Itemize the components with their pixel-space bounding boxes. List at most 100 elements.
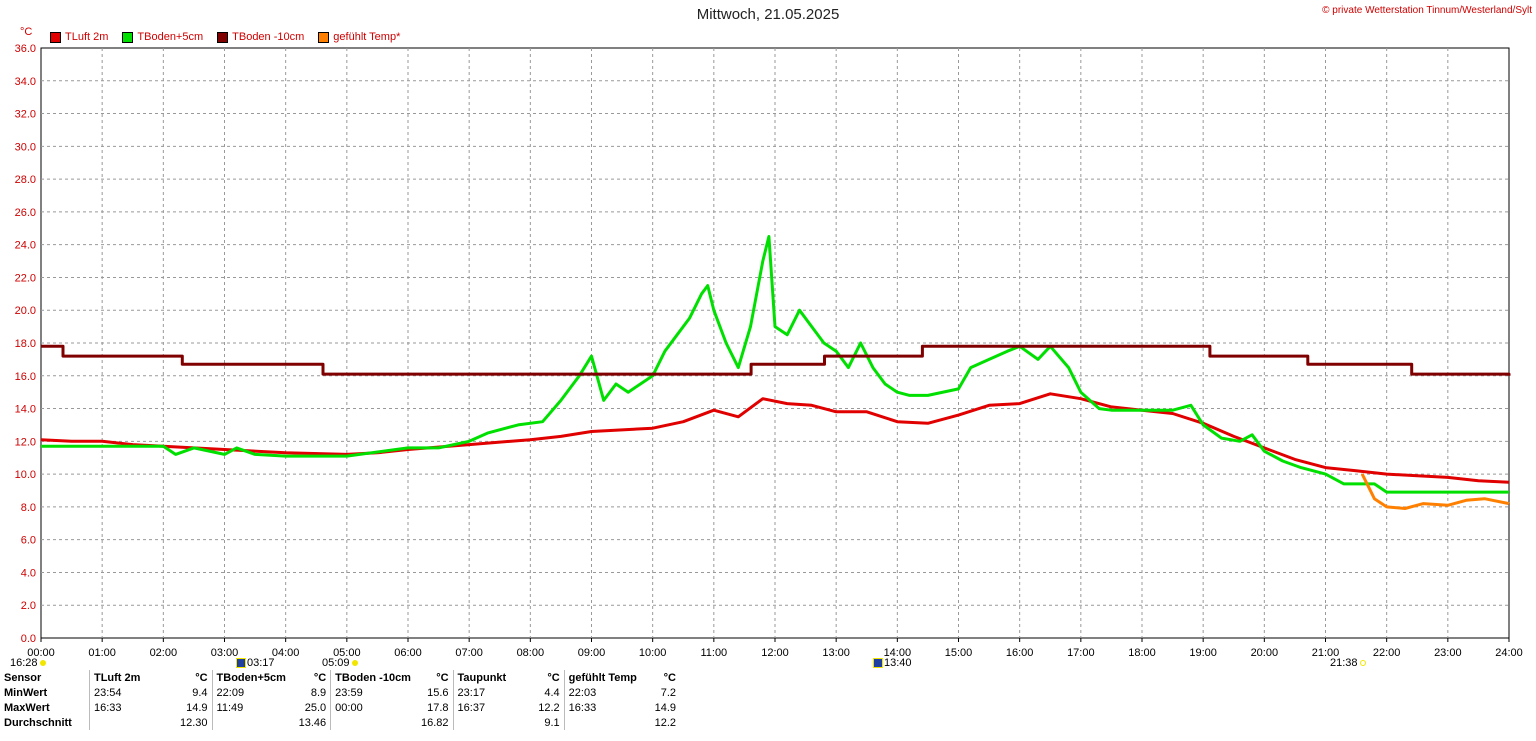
stats-row-min: MinWert 23:54 9.4 22:09 8.9 23:59 15.6 2… (0, 685, 680, 700)
stats-row-max: MaxWert 16:33 14.9 11:49 25.0 00:00 17.8… (0, 700, 680, 715)
marker-time: 16:28 (10, 657, 38, 669)
x-tick-label: 09:00 (578, 647, 606, 659)
stats-header: gefühlt Temp (563, 670, 649, 685)
x-tick-label: 16:00 (1006, 647, 1034, 659)
y-tick-label: 26.0 (15, 207, 36, 219)
stats-cell: 8.9 (310, 686, 327, 699)
x-tick-label: 08:00 (517, 647, 545, 659)
y-tick-label: 20.0 (15, 305, 36, 317)
stats-row-label: Durchschnitt (4, 716, 72, 729)
stats-cell: 14.9 (654, 701, 676, 714)
stats-cell: 4.4 (544, 686, 560, 699)
stats-cell: 16:33 (88, 700, 167, 715)
legend-item-tluft: TLuft 2m (50, 31, 108, 43)
x-tick-label: 01:00 (88, 647, 116, 659)
x-tick-label: 19:00 (1189, 647, 1217, 659)
x-tick-label: 04:00 (272, 647, 300, 659)
x-tick-label: 06:00 (394, 647, 422, 659)
stats-row-avg: Durchschnitt 12.30 13.46 16.82 9.1 12.2 (0, 715, 680, 730)
legend-swatch-green (122, 31, 134, 43)
x-tick-label: 23:00 (1434, 647, 1462, 659)
stats-cell: 11:49 (211, 700, 293, 715)
stats-cell (211, 715, 293, 730)
stats-cell (330, 715, 417, 730)
stats-cell: 23:54 (88, 685, 167, 700)
stats-cell: 16:37 (452, 700, 527, 715)
y-tick-label: 4.0 (21, 567, 36, 579)
y-tick-label: 0.0 (21, 633, 36, 645)
legend-label: gefühlt Temp* (333, 31, 401, 43)
y-tick-label: 30.0 (15, 141, 36, 153)
x-tick-label: 13:00 (822, 647, 850, 659)
y-tick-label: 8.0 (21, 502, 36, 514)
stats-cell: 25.0 (304, 701, 327, 714)
stats-cell: 00:00 (330, 700, 417, 715)
x-tick-label: 10:00 (639, 647, 667, 659)
sun-icon (351, 660, 358, 667)
stats-cell: 12.2 (538, 701, 560, 714)
y-tick-label: 2.0 (21, 600, 36, 612)
stats-cell (452, 715, 527, 730)
moonset-marker: 03:17 (236, 657, 275, 669)
x-tick-label: 18:00 (1128, 647, 1156, 659)
x-tick-label: 07:00 (455, 647, 483, 659)
stats-header: °C (195, 671, 208, 684)
chart-legend: TLuft 2m TBoden+5cm TBoden -10cm gefühlt… (50, 31, 414, 43)
legend-label: TLuft 2m (65, 31, 109, 43)
stats-cell: 16:33 (563, 700, 649, 715)
x-tick-label: 12:00 (761, 647, 789, 659)
stats-cell: 17.8 (427, 701, 449, 714)
x-tick-label: 20:00 (1251, 647, 1279, 659)
stats-cell: 12.30 (180, 716, 208, 729)
stats-header: TBoden -10cm (330, 670, 417, 685)
marker-time: 05:09 (322, 657, 350, 669)
stats-cell: 14.9 (186, 701, 208, 714)
y-tick-label: 12.0 (15, 436, 36, 448)
stats-header: Sensor (4, 671, 42, 684)
legend-swatch-red (50, 31, 61, 43)
y-unit-label: °C (20, 26, 33, 38)
stats-header: °C (313, 671, 327, 684)
y-tick-label: 6.0 (21, 535, 36, 547)
x-tick-label: 03:00 (211, 647, 239, 659)
stats-cell: 12.2 (654, 716, 676, 729)
x-tick-label: 14:00 (884, 647, 912, 659)
x-tick-label: 17:00 (1067, 647, 1095, 659)
stats-header: TBoden+5cm (211, 670, 293, 685)
stats-header: °C (547, 671, 560, 684)
moon-icon (873, 658, 883, 669)
moon-icon (236, 658, 246, 669)
stats-cell (88, 715, 167, 730)
y-tick-label: 10.0 (15, 469, 36, 481)
series-line-tboden-5cm (41, 235, 1509, 494)
stats-header: °C (436, 671, 449, 684)
stats-cell: 22:03 (563, 685, 649, 700)
stats-header-row: Sensor TLuft 2m °C TBoden+5cm °C TBoden … (0, 670, 680, 685)
stats-cell: 13.46 (298, 716, 327, 729)
moonrise-marker: 13:40 (873, 657, 912, 669)
y-tick-label: 32.0 (15, 109, 36, 121)
legend-item-gefuehlt: gefühlt Temp* (318, 31, 400, 43)
stats-cell: 16.82 (421, 716, 449, 729)
y-tick-label: 14.0 (15, 404, 36, 416)
x-tick-label: 02:00 (150, 647, 178, 659)
chart-title: Mittwoch, 21.05.2025 (696, 6, 840, 23)
sunrise-marker: 05:09 (322, 657, 358, 669)
series-line-gef-hlt-temp- (1360, 473, 1510, 510)
stats-row-label: MinWert (4, 686, 48, 699)
sun-icon (1359, 660, 1366, 667)
stats-header: °C (663, 671, 676, 684)
stats-cell: 9.4 (192, 686, 208, 699)
stats-cell: 7.2 (660, 686, 676, 699)
stats-cell: 22:09 (211, 685, 293, 700)
sunrise-left-marker: 16:28 (10, 657, 46, 669)
x-tick-label: 21:00 (1312, 647, 1340, 659)
y-tick-label: 22.0 (15, 272, 36, 284)
marker-time: 03:17 (247, 657, 275, 669)
legend-item-tboden-10: TBoden -10cm (217, 31, 304, 43)
x-tick-label: 24:00 (1495, 647, 1523, 659)
stats-header: Taupunkt (452, 670, 527, 685)
y-tick-label: 16.0 (15, 371, 36, 383)
stats-cell: 23:59 (330, 685, 417, 700)
sunset-marker: 21:38 (1330, 657, 1366, 669)
